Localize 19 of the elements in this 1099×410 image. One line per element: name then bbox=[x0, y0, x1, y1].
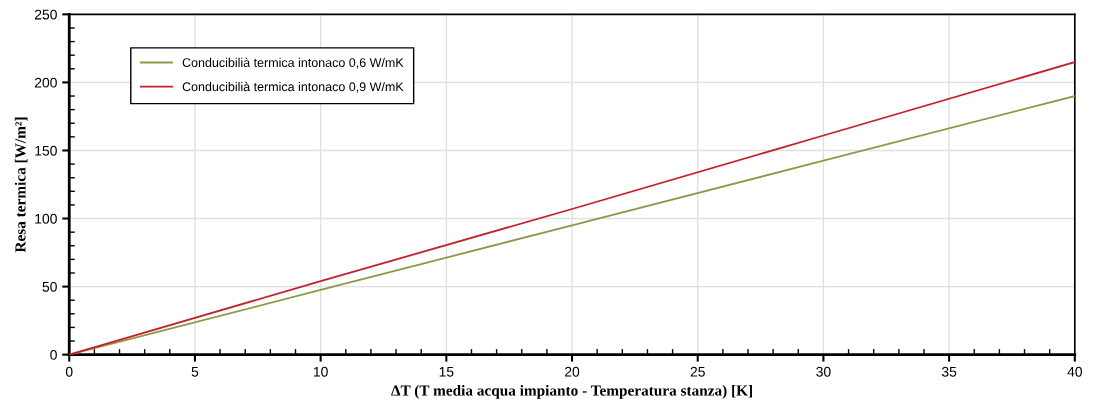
legend-label: Conducibilià termica intonaco 0,6 W/mK bbox=[182, 57, 404, 69]
x-tick-label: 35 bbox=[941, 366, 957, 377]
x-axis-title: ΔT (T media acqua impianto - Temperatura stanza) [K] bbox=[391, 384, 752, 399]
x-tick-label: 15 bbox=[439, 366, 454, 377]
x-tick-label: 10 bbox=[313, 366, 328, 377]
y-tick-label: 0 bbox=[50, 349, 57, 360]
x-tick-label: 20 bbox=[565, 366, 580, 377]
y-tick-label: 200 bbox=[34, 77, 57, 88]
y-axis-title: Resa termica [W/m²] bbox=[14, 117, 28, 253]
x-tick-label: 40 bbox=[1067, 366, 1082, 377]
x-tick-label: 0 bbox=[65, 366, 73, 377]
y-tick-label: 150 bbox=[35, 145, 57, 156]
y-tick-label: 50 bbox=[42, 281, 57, 292]
x-tick-label: 25 bbox=[690, 366, 705, 377]
y-tick-label: 100 bbox=[35, 213, 57, 224]
x-tick-label: 5 bbox=[191, 366, 199, 377]
y-tick-label: 250 bbox=[34, 9, 57, 20]
x-tick-label: 30 bbox=[816, 366, 831, 377]
legend-label: Conducibilià termica intonaco 0,9 W/mK bbox=[182, 81, 404, 93]
